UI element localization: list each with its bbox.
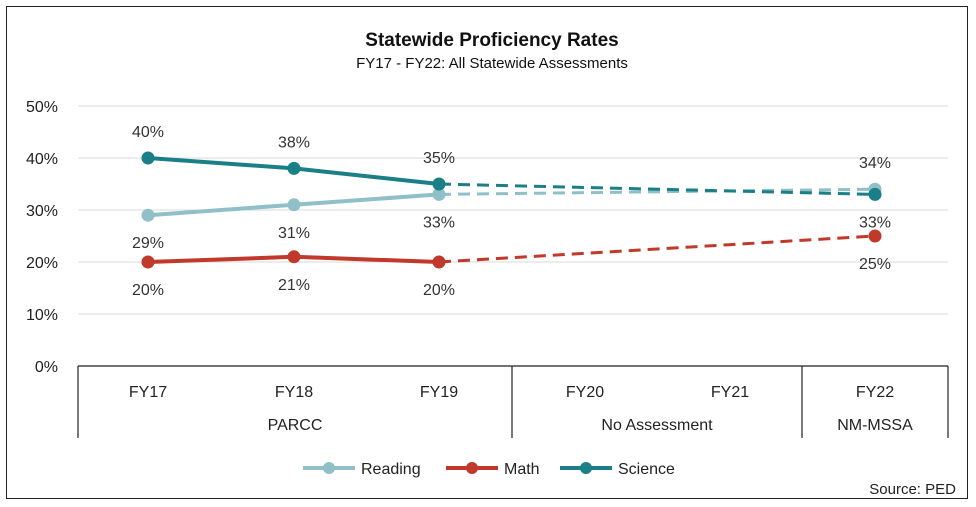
x-tick-label: FY18 bbox=[275, 384, 313, 401]
series-gap-line-math bbox=[438, 234, 876, 264]
legend-marker-science bbox=[580, 462, 592, 474]
data-point-math bbox=[141, 255, 155, 269]
data-label: 34% bbox=[859, 155, 891, 172]
data-label: 33% bbox=[859, 214, 891, 231]
source-note: Source: PED bbox=[869, 481, 956, 498]
y-axis-ticks: 0% 10% 20% 30% 40% 50% bbox=[26, 99, 58, 376]
y-tick-label: 10% bbox=[26, 307, 58, 324]
chart-title: Statewide Proficiency Rates bbox=[365, 30, 618, 51]
data-label: 31% bbox=[278, 225, 310, 242]
legend-marker-reading bbox=[323, 462, 335, 474]
data-point-science bbox=[141, 151, 155, 165]
series-lines bbox=[141, 151, 882, 269]
data-label: 33% bbox=[423, 214, 455, 231]
data-labels: 29% 31% 33% 34% 20% 21% 20% 25% 40% 38% 35% 33% bbox=[132, 124, 891, 299]
x-tick-label: FY17 bbox=[129, 384, 167, 401]
data-point-science bbox=[287, 161, 301, 175]
x-tick-label: FY22 bbox=[856, 384, 894, 401]
x-tick-label: FY21 bbox=[711, 384, 749, 401]
data-point-reading bbox=[141, 208, 155, 222]
x-group-label: NM-MSSA bbox=[837, 417, 913, 434]
x-axis: FY17 FY18 FY19 FY20 FY21 FY22 PARCC No Assessme… bbox=[77, 365, 949, 438]
data-label: 40% bbox=[132, 124, 164, 141]
legend-label-reading: Reading bbox=[361, 461, 421, 478]
series-gap-line-science bbox=[438, 182, 876, 196]
y-tick-label: 50% bbox=[26, 99, 58, 116]
y-tick-label: 30% bbox=[26, 203, 58, 220]
x-group-label: No Assessment bbox=[601, 417, 713, 434]
x-group-label: PARCC bbox=[268, 417, 323, 434]
legend: Reading Math Science bbox=[303, 461, 675, 478]
chart-subtitle: FY17 - FY22: All Statewide Assessments bbox=[356, 55, 628, 72]
y-tick-label: 40% bbox=[26, 151, 58, 168]
data-label: 20% bbox=[423, 282, 455, 299]
data-label: 35% bbox=[423, 150, 455, 167]
data-point-reading bbox=[287, 198, 301, 212]
x-tick-label: FY19 bbox=[420, 384, 458, 401]
y-tick-label: 0% bbox=[35, 359, 58, 376]
data-label: 20% bbox=[132, 282, 164, 299]
x-tick-label: FY20 bbox=[566, 384, 604, 401]
data-label: 25% bbox=[859, 256, 891, 273]
data-point-reading bbox=[432, 187, 446, 201]
series-gap-line-reading bbox=[438, 187, 876, 196]
data-label: 21% bbox=[278, 277, 310, 294]
data-point-math bbox=[868, 229, 882, 243]
y-tick-label: 20% bbox=[26, 255, 58, 272]
data-point-math bbox=[432, 255, 446, 269]
legend-label-math: Math bbox=[504, 461, 540, 478]
data-label: 29% bbox=[132, 235, 164, 252]
legend-label-science: Science bbox=[618, 461, 675, 478]
data-label: 38% bbox=[278, 134, 310, 151]
legend-marker-math bbox=[466, 462, 478, 474]
data-point-science bbox=[868, 187, 882, 201]
data-point-science bbox=[432, 177, 446, 191]
chart-frame bbox=[6, 6, 968, 499]
data-point-math bbox=[287, 250, 301, 264]
